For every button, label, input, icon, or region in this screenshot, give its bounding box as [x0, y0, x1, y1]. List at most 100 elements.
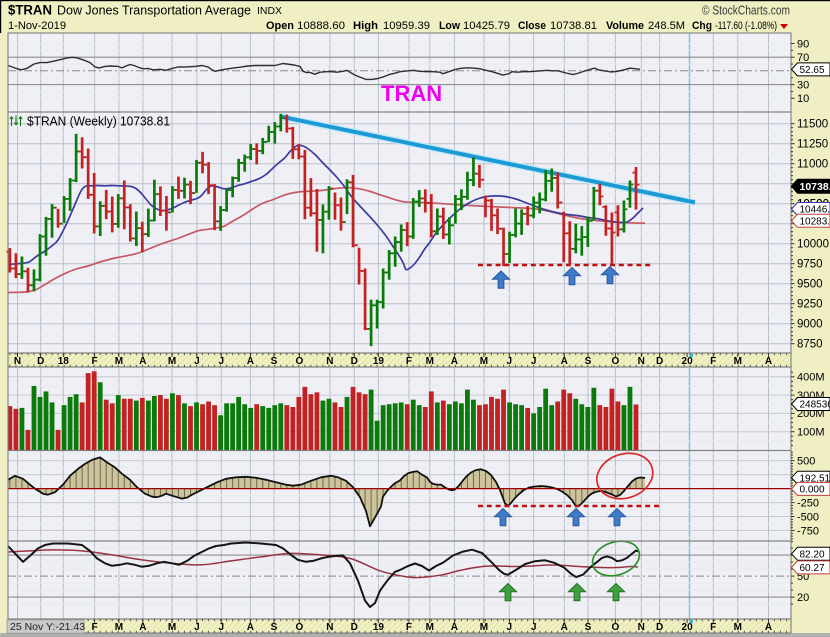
svg-text:0.000: 0.000 — [800, 485, 825, 496]
svg-text:M: M — [480, 356, 488, 367]
svg-text:A: A — [247, 622, 254, 633]
svg-text:20: 20 — [797, 592, 809, 604]
svg-text:11000: 11000 — [797, 159, 828, 171]
svg-text:10: 10 — [797, 93, 809, 105]
svg-text:O: O — [296, 622, 304, 633]
svg-text:O: O — [612, 622, 620, 633]
svg-text:S: S — [271, 356, 278, 367]
svg-text:M: M — [115, 622, 123, 633]
svg-text:$TRAN: $TRAN — [8, 3, 52, 18]
svg-text:400M: 400M — [797, 372, 825, 384]
svg-text:M: M — [480, 622, 488, 633]
svg-text:18: 18 — [58, 356, 70, 367]
svg-text:J: J — [219, 356, 225, 367]
svg-text:10283.9: 10283.9 — [800, 216, 830, 227]
svg-text:9000: 9000 — [797, 319, 823, 331]
svg-text:S: S — [585, 356, 592, 367]
svg-text:F: F — [406, 356, 412, 367]
svg-text:52.65: 52.65 — [800, 65, 825, 76]
svg-text:S: S — [585, 622, 592, 633]
svg-text:100M: 100M — [797, 427, 825, 439]
svg-text:10888.60: 10888.60 — [297, 20, 345, 32]
svg-text:19: 19 — [373, 622, 385, 633]
svg-text:A: A — [765, 622, 772, 633]
svg-text:-250: -250 — [797, 497, 819, 509]
svg-text:$TRAN (Weekly) 10738.81: $TRAN (Weekly) 10738.81 — [27, 115, 170, 129]
svg-text:D: D — [351, 622, 358, 633]
svg-text:N: N — [638, 356, 645, 367]
svg-text:60.27: 60.27 — [800, 563, 825, 574]
svg-text:A: A — [451, 356, 458, 367]
svg-text:N: N — [326, 356, 333, 367]
svg-text:N: N — [638, 622, 645, 633]
svg-text:High: High — [353, 20, 378, 32]
svg-text:J: J — [194, 356, 200, 367]
svg-text:-750: -750 — [797, 525, 819, 537]
svg-text:82.20: 82.20 — [800, 549, 825, 560]
svg-text:A: A — [139, 356, 146, 367]
svg-text:F: F — [92, 622, 98, 633]
svg-text:F: F — [406, 622, 412, 633]
svg-text:10446.4: 10446.4 — [800, 205, 830, 216]
svg-text:D: D — [656, 622, 663, 633]
svg-text:M: M — [426, 622, 434, 633]
svg-text:J: J — [507, 622, 513, 633]
svg-text:O: O — [612, 356, 620, 367]
svg-text:N: N — [326, 622, 333, 633]
svg-text:A: A — [561, 356, 568, 367]
svg-text:A: A — [247, 356, 254, 367]
svg-text:25 Nov Y:-21.43: 25 Nov Y:-21.43 — [10, 621, 85, 633]
svg-text:8750: 8750 — [797, 339, 823, 351]
svg-text:30: 30 — [797, 79, 809, 91]
svg-text:9250: 9250 — [797, 299, 823, 311]
svg-text:Dow Jones Transportation Avera: Dow Jones Transportation Average — [57, 3, 251, 18]
svg-text:M: M — [115, 356, 123, 367]
svg-text:A: A — [765, 356, 772, 367]
svg-text:F: F — [92, 356, 98, 367]
svg-text:19: 19 — [373, 356, 385, 367]
svg-text:M: M — [168, 622, 176, 633]
svg-text:D: D — [656, 356, 663, 367]
svg-text:20: 20 — [682, 622, 694, 633]
svg-text:M: M — [734, 622, 742, 633]
svg-text:-500: -500 — [797, 511, 819, 523]
svg-text:S: S — [271, 622, 278, 633]
svg-text:© StockCharts.com: © StockCharts.com — [702, 4, 790, 18]
svg-text:F: F — [710, 622, 716, 633]
svg-text:10738.81: 10738.81 — [550, 20, 597, 32]
svg-text:F: F — [710, 356, 716, 367]
svg-text:2485365: 2485365 — [800, 400, 830, 411]
svg-text:A: A — [561, 622, 568, 633]
svg-text:J: J — [507, 356, 513, 367]
svg-text:Chg: Chg — [692, 20, 712, 32]
svg-text:J: J — [531, 356, 537, 367]
svg-text:200M: 200M — [797, 408, 825, 420]
svg-text:Low: Low — [439, 20, 460, 32]
svg-text:J: J — [219, 622, 225, 633]
svg-text:11500: 11500 — [797, 119, 828, 131]
svg-text:M: M — [734, 356, 742, 367]
svg-text:-117.60 (-1.08%): -117.60 (-1.08%) — [715, 20, 777, 32]
svg-text:10000: 10000 — [797, 239, 829, 251]
svg-text:10738.8: 10738.8 — [800, 181, 830, 193]
svg-text:192.517: 192.517 — [800, 473, 830, 484]
svg-text:Close: Close — [518, 20, 546, 32]
svg-text:A: A — [451, 622, 458, 633]
svg-text:D: D — [37, 356, 44, 367]
svg-text:70: 70 — [797, 52, 809, 64]
svg-text:10425.79: 10425.79 — [463, 20, 510, 32]
svg-text:Volume: Volume — [606, 20, 644, 32]
svg-text:M: M — [426, 356, 434, 367]
svg-text:O: O — [296, 356, 304, 367]
svg-text:N: N — [14, 356, 21, 367]
svg-text:9500: 9500 — [797, 279, 823, 291]
svg-text:M: M — [168, 356, 176, 367]
svg-text:Open: Open — [266, 20, 294, 32]
svg-text:A: A — [139, 622, 146, 633]
svg-text:10959.39: 10959.39 — [383, 20, 430, 32]
svg-text:90: 90 — [797, 38, 809, 50]
svg-text:J: J — [531, 622, 537, 633]
svg-text:9750: 9750 — [797, 259, 823, 271]
svg-text:20: 20 — [682, 356, 694, 367]
svg-text:TRAN: TRAN — [381, 81, 442, 106]
